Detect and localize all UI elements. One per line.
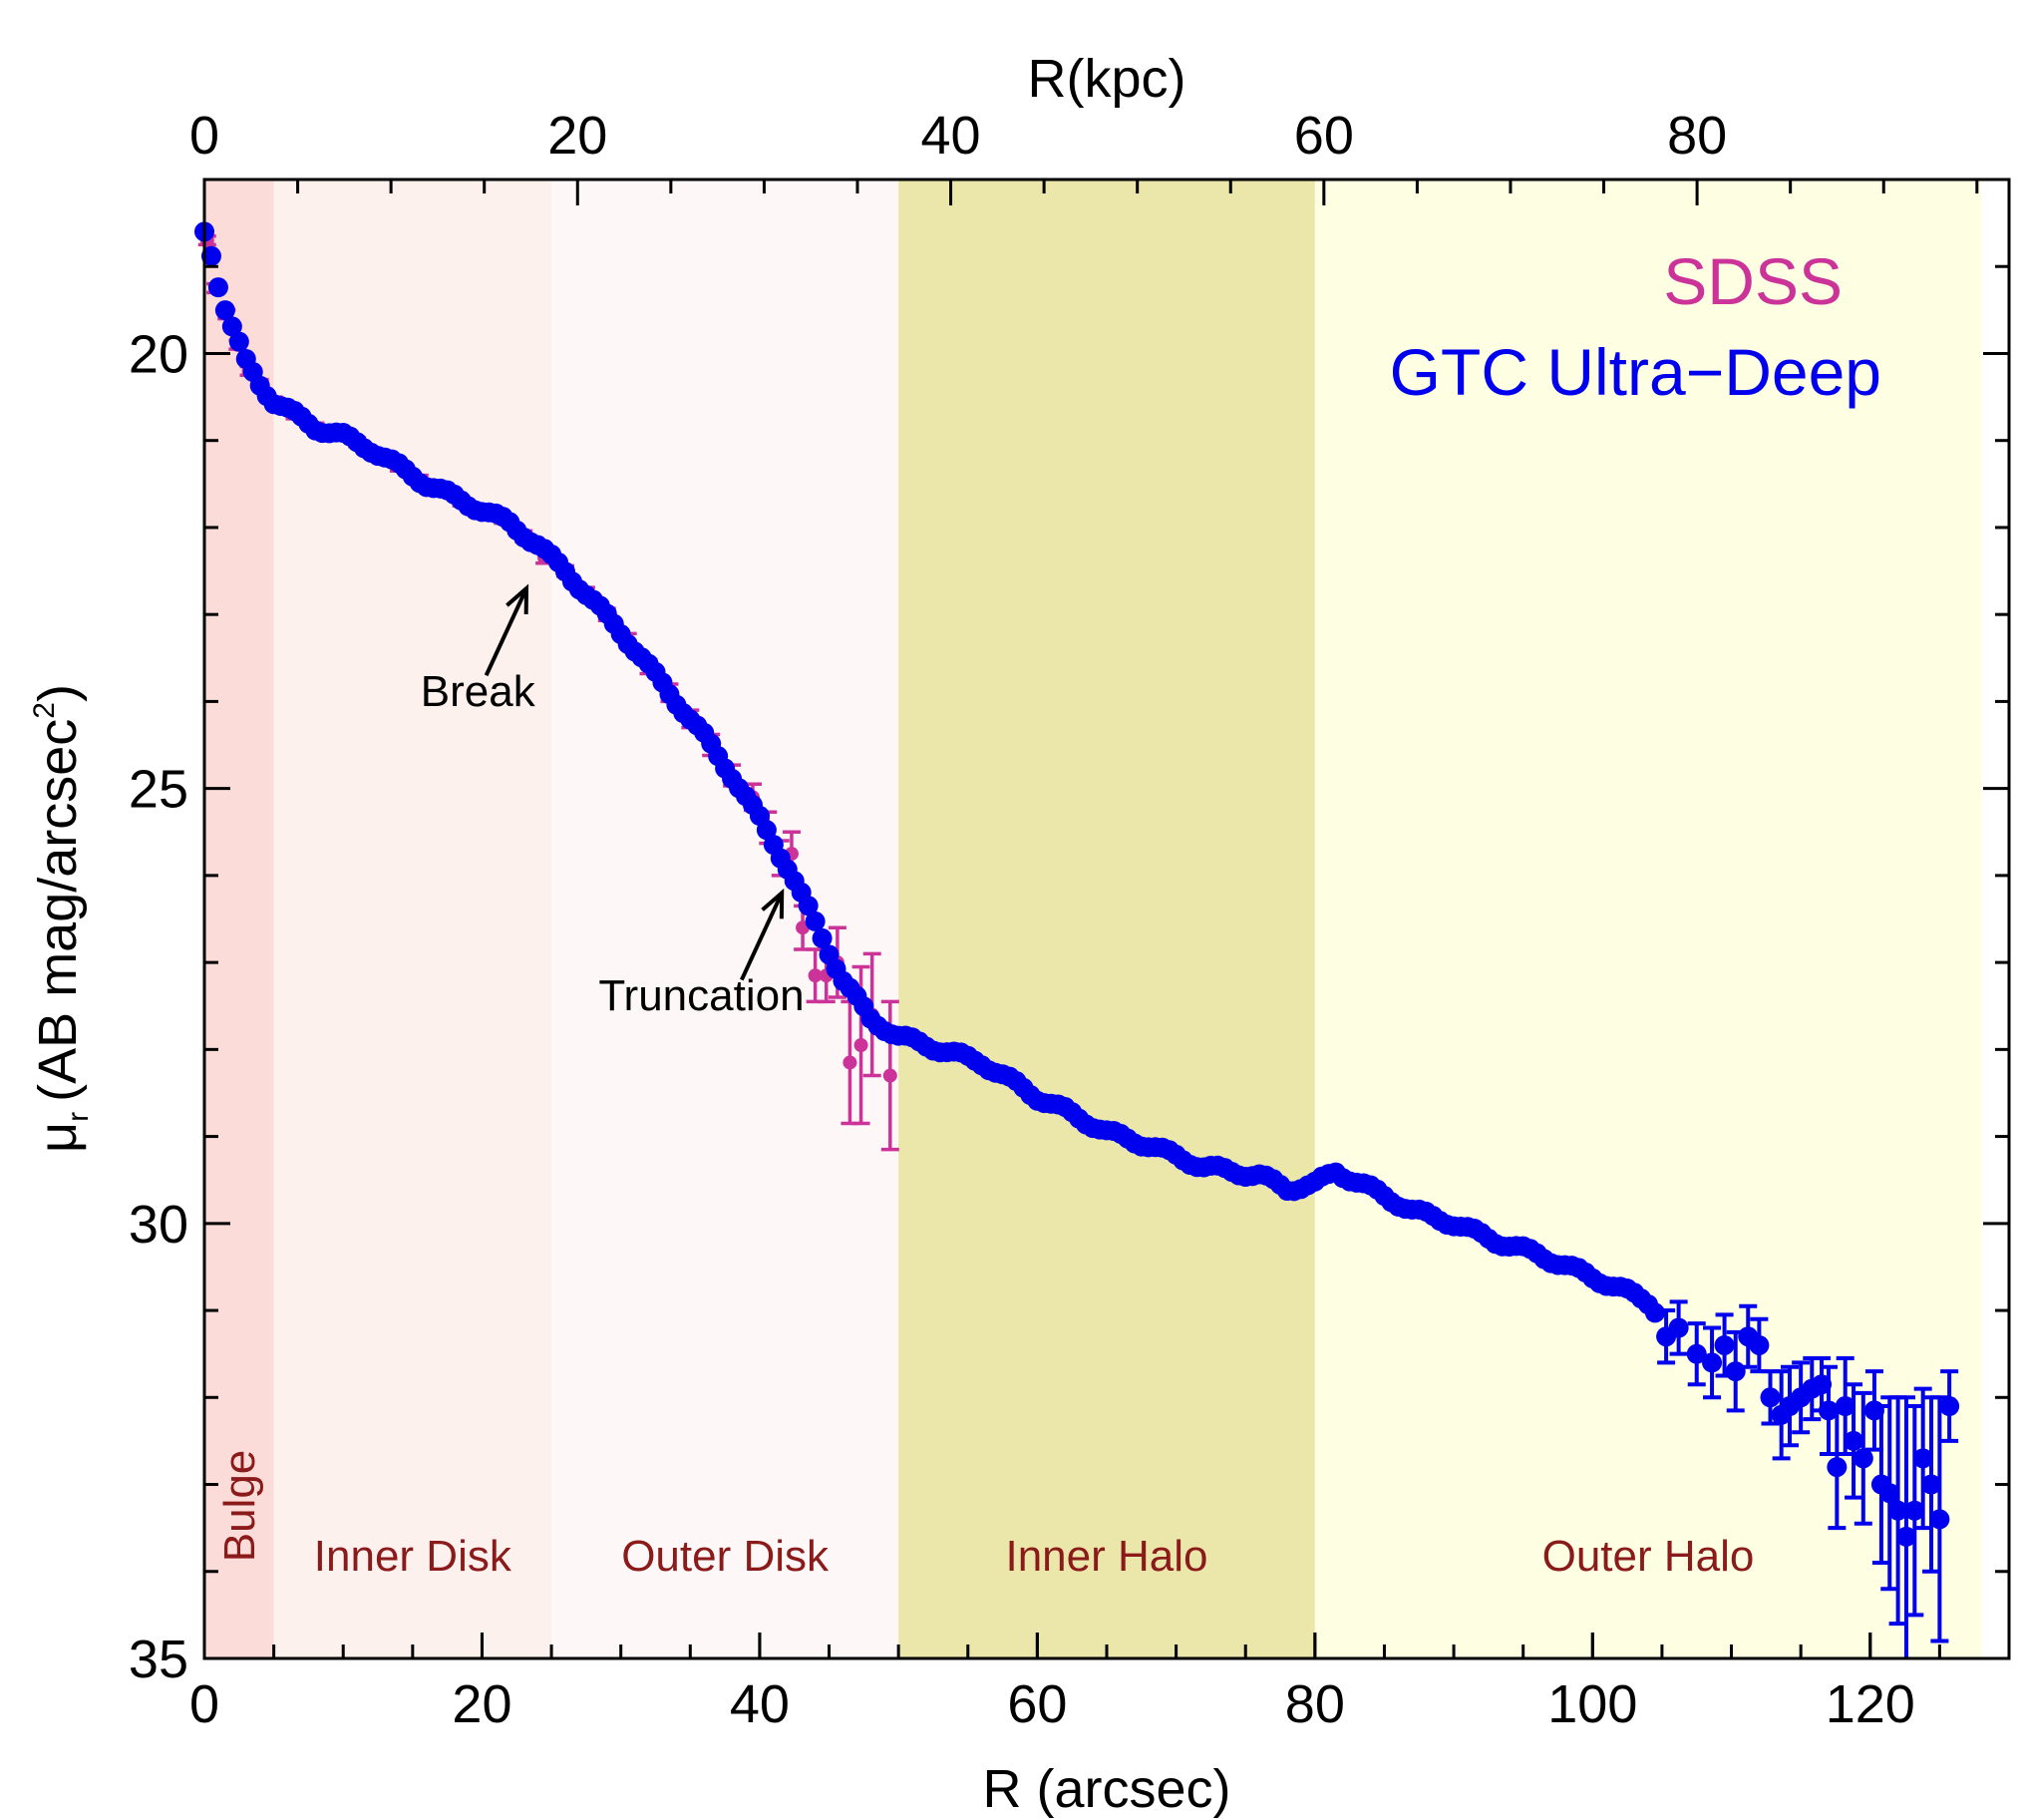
region-inner-disk [273, 180, 552, 1658]
break-arrowhead [506, 583, 529, 615]
y-tick-label: 30 [129, 1195, 188, 1255]
region-label-outer-disk: Outer Disk [621, 1532, 830, 1581]
y-label-sup: 2 [28, 702, 61, 719]
gtc-point [1887, 1500, 1908, 1521]
y-label-mu: μ [28, 1122, 88, 1153]
gtc-point [200, 245, 221, 266]
x-tick-label: 120 [1826, 1674, 1915, 1734]
x-tick-label: 40 [730, 1674, 790, 1734]
sdss-point [853, 1037, 868, 1052]
y-axis-label: μr (AB mag/arcsec2) [28, 684, 95, 1153]
gtc-point [805, 910, 826, 931]
region-label-bulge: Bulge [215, 1450, 264, 1563]
legend-sdss: SDSS [1663, 244, 1843, 318]
y-label-close: ) [28, 684, 88, 702]
gtc-point [1749, 1334, 1770, 1355]
gtc-point [798, 896, 819, 916]
x-axis-label: R (arcsec) [982, 1759, 1230, 1819]
x-top-tick-label: 60 [1294, 106, 1354, 166]
axes: 0 20 40 60 80 100 120 0 20 40 60 80 20 25 30 35 [129, 106, 2009, 1734]
y-tick-label: 20 [129, 324, 188, 384]
x-tick-label: 60 [1007, 1674, 1067, 1734]
region-outer-disk [551, 180, 899, 1658]
gtc-series [194, 221, 1960, 1658]
gtc-point [1725, 1361, 1746, 1382]
break-arrow [484, 587, 528, 677]
gtc-point [1879, 1483, 1900, 1504]
region-bulge [204, 180, 274, 1658]
y-label-unit: (AB mag/arcsec [28, 719, 88, 1102]
x-top-tick-label: 0 [189, 106, 219, 166]
sdss-point [882, 1068, 897, 1083]
sdss-point [843, 1055, 857, 1070]
x-tick-label: 20 [452, 1674, 511, 1734]
x-tick-label: 0 [189, 1674, 219, 1734]
y-tick-label: 25 [129, 760, 188, 820]
region-bands [204, 180, 1982, 1658]
x-tick-label: 100 [1547, 1674, 1637, 1734]
truncation-annotation: Truncation [598, 971, 804, 1020]
region-label-inner-disk: Inner Disk [314, 1532, 512, 1581]
gtc-point [812, 927, 833, 948]
region-label-inner-halo: Inner Halo [1005, 1532, 1207, 1581]
x-top-axis-label: R(kpc) [1028, 49, 1186, 109]
gtc-point [228, 331, 249, 352]
gtc-point [1853, 1448, 1873, 1469]
gtc-point [756, 820, 777, 841]
gtc-point [214, 300, 235, 321]
gtc-point [1844, 1430, 1864, 1451]
break-annotation: Break [421, 667, 536, 716]
y-label-sub: r [62, 1112, 95, 1122]
gtc-point [1686, 1343, 1707, 1364]
gtc-point [1939, 1396, 1960, 1417]
annotations: Break Truncation [421, 583, 805, 1020]
gtc-point [1835, 1396, 1855, 1417]
x-top-tick-label: 80 [1667, 106, 1727, 166]
region-labels: Bulge Inner Disk Outer Disk Inner Halo Outer… [215, 1450, 1755, 1581]
gtc-point [1644, 1302, 1665, 1323]
region-inner-halo [898, 180, 1315, 1658]
x-top-tick-label: 20 [547, 106, 607, 166]
gtc-point [1921, 1474, 1942, 1495]
gtc-point [1702, 1352, 1723, 1373]
legend-gtc: GTC Ultra−Deep [1390, 335, 1881, 409]
region-label-outer-halo: Outer Halo [1542, 1532, 1755, 1581]
sdss-point [808, 968, 823, 983]
truncation-arrowhead [761, 888, 785, 919]
x-top-tick-label: 40 [921, 106, 981, 166]
gtc-point [1714, 1334, 1735, 1355]
gtc-point [1827, 1457, 1848, 1478]
gtc-point [1668, 1317, 1689, 1338]
truncation-arrow [740, 892, 785, 981]
y-tick-label: 35 [129, 1630, 188, 1689]
gtc-point [1760, 1387, 1781, 1408]
gtc-point [1895, 1526, 1916, 1547]
gtc-point [1929, 1509, 1950, 1530]
gtc-point [1912, 1448, 1933, 1469]
x-tick-label: 80 [1285, 1674, 1345, 1734]
gtc-point [221, 316, 242, 337]
gtc-point [1904, 1500, 1925, 1521]
gtc-point [207, 277, 228, 298]
